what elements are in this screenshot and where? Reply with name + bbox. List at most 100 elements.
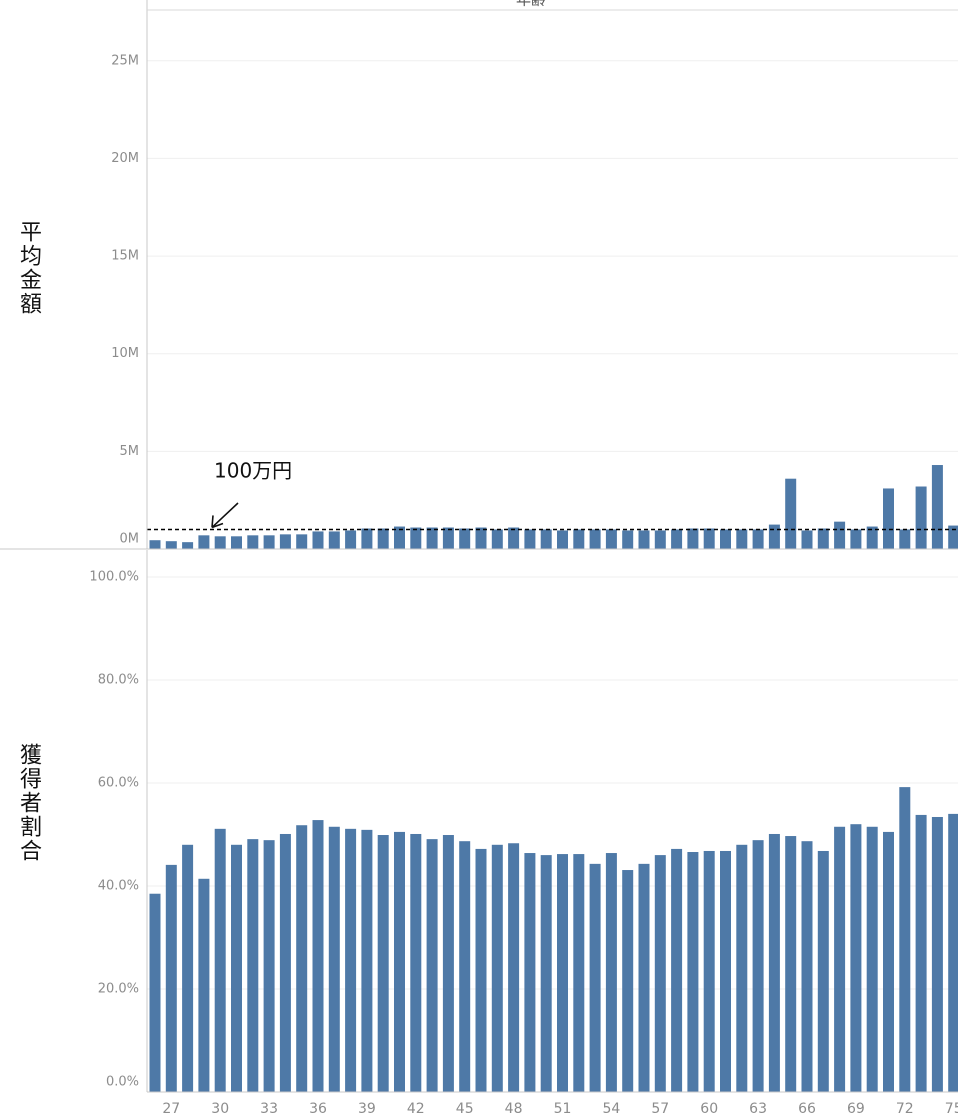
- bar: [834, 826, 846, 1092]
- bar: [899, 787, 911, 1092]
- bar: [279, 534, 291, 549]
- bar: [377, 835, 389, 1092]
- y-tick-label: 40.0%: [98, 878, 139, 893]
- bar: [573, 854, 585, 1092]
- bar: [834, 521, 846, 549]
- bar: [752, 529, 764, 549]
- bar: [703, 850, 715, 1092]
- bar: [345, 828, 357, 1092]
- annotation: 100万円: [214, 459, 292, 483]
- bar: [508, 843, 520, 1092]
- y-tick-label: 20M: [111, 151, 139, 166]
- bar: [671, 848, 683, 1092]
- bar: [720, 850, 731, 1092]
- bar: [459, 528, 471, 549]
- bar: [247, 535, 259, 549]
- bar: [279, 833, 291, 1092]
- bar: [736, 844, 748, 1092]
- bar: [589, 863, 601, 1092]
- bar: [231, 844, 242, 1092]
- x-tick-label: 57: [651, 1101, 669, 1117]
- bar: [394, 831, 405, 1092]
- y-tick-label: 80.0%: [98, 672, 139, 687]
- bar: [361, 528, 373, 549]
- bar: [491, 844, 503, 1092]
- x-tick-label: 27: [162, 1101, 180, 1117]
- bar: [899, 529, 911, 549]
- x-tick-label: 66: [798, 1101, 816, 1117]
- y-axis-title: 平均金額: [16, 220, 42, 316]
- bar: [817, 850, 829, 1092]
- bar: [605, 853, 617, 1092]
- bar: [752, 840, 764, 1092]
- bar: [214, 828, 226, 1092]
- bar: [247, 839, 259, 1092]
- bar: [883, 488, 894, 549]
- bar: [768, 833, 780, 1092]
- bar: [785, 478, 797, 549]
- bar: [622, 870, 634, 1092]
- x-tick-label: 30: [211, 1101, 229, 1117]
- bar: [915, 486, 927, 549]
- x-tick-label: 33: [260, 1101, 278, 1117]
- bar: [263, 535, 275, 549]
- bar: [948, 525, 958, 549]
- bar: [654, 855, 666, 1092]
- bar: [149, 540, 161, 549]
- x-tick-label: 36: [309, 1101, 327, 1117]
- annotation-arrow: [211, 502, 239, 529]
- bar: [557, 530, 568, 549]
- bar: [768, 524, 780, 549]
- bar: [720, 529, 731, 549]
- bar: [801, 841, 813, 1092]
- x-tick-label: 54: [602, 1101, 620, 1117]
- bar: [345, 530, 357, 549]
- bar: [263, 840, 275, 1092]
- y-tick-label: 15M: [111, 249, 139, 264]
- bar: [149, 893, 161, 1092]
- bar: [459, 841, 471, 1092]
- bar: [736, 529, 748, 549]
- bar: [442, 527, 454, 549]
- bar: [296, 825, 308, 1092]
- x-tick-label: 60: [700, 1101, 718, 1117]
- y-tick-label: 0M: [120, 532, 140, 547]
- bar: [182, 844, 194, 1092]
- bar: [475, 527, 487, 549]
- bar: [915, 814, 927, 1092]
- bar: [312, 820, 324, 1092]
- bar: [540, 855, 552, 1092]
- bar: [573, 529, 585, 549]
- bar: [671, 529, 683, 549]
- bar: [605, 529, 617, 549]
- bar: [866, 826, 878, 1092]
- bar: [524, 529, 536, 549]
- bar: [491, 529, 503, 549]
- bar: [475, 848, 487, 1092]
- bar: [866, 526, 878, 549]
- bar: [817, 528, 829, 549]
- y-axis-title: 獲得者割合: [16, 743, 42, 863]
- bar: [638, 530, 650, 549]
- bar: [948, 813, 958, 1092]
- y-tick-label: 100.0%: [89, 569, 139, 584]
- bar: [931, 465, 943, 549]
- bar: [165, 541, 177, 549]
- bar: [426, 839, 438, 1092]
- y-tick-label: 5M: [120, 444, 140, 459]
- bar: [296, 534, 308, 549]
- bar: [377, 528, 389, 549]
- bar: [540, 529, 552, 549]
- bar: [687, 852, 699, 1092]
- bar: [931, 816, 943, 1092]
- x-tick-label: 48: [505, 1101, 523, 1117]
- bar: [883, 831, 894, 1092]
- y-tick-label: 10M: [111, 346, 139, 361]
- bar: [165, 864, 177, 1092]
- bar: [312, 531, 324, 549]
- x-axis-title: 年齢: [516, 0, 546, 9]
- x-tick-label: 39: [358, 1101, 376, 1117]
- x-tick-label: 45: [456, 1101, 474, 1117]
- bar: [654, 530, 666, 549]
